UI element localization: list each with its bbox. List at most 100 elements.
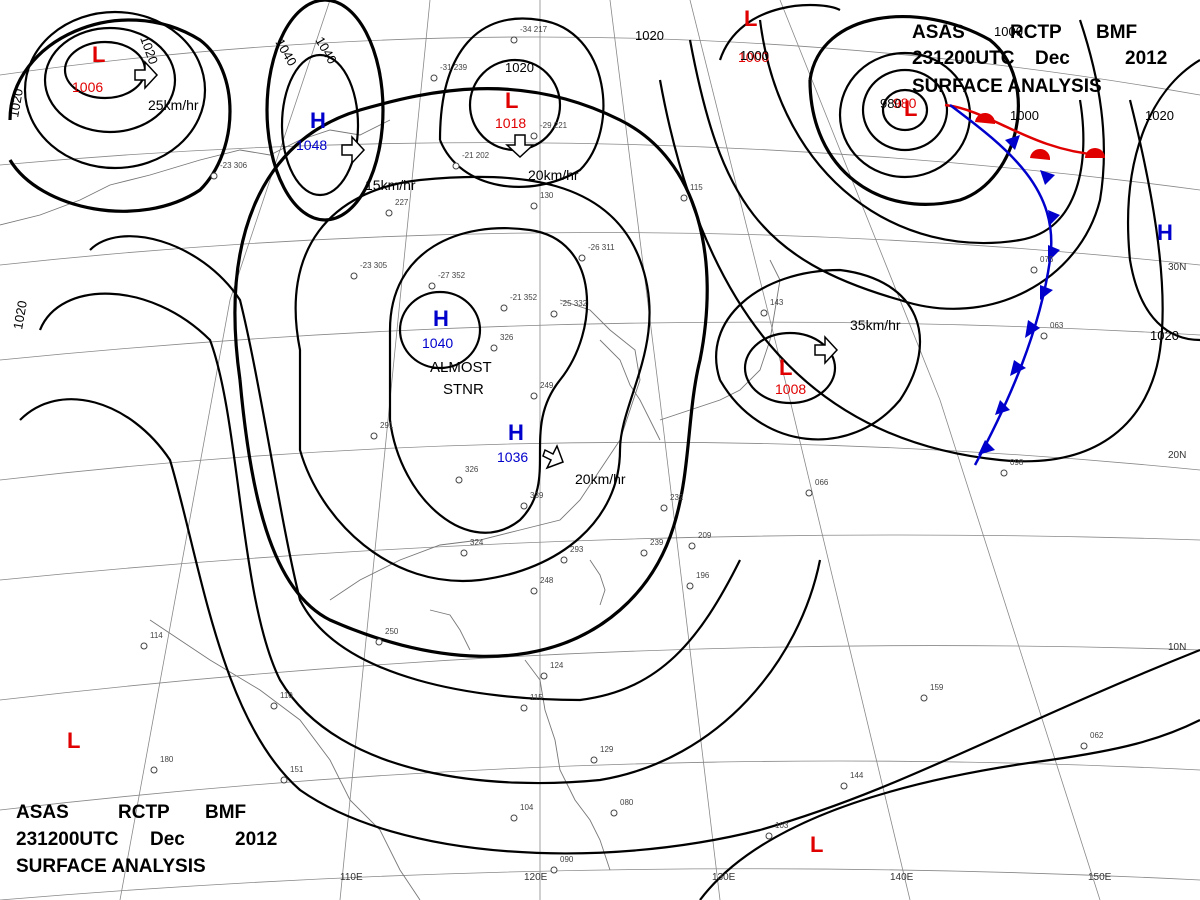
station-value: 196 [696, 571, 710, 580]
station-circle [550, 866, 558, 874]
station-value: 293 [570, 545, 584, 554]
station-circle [140, 642, 148, 650]
header-bottom-word: RCTP [118, 802, 170, 823]
warm-front-bump [1085, 148, 1105, 158]
station-circle [520, 704, 528, 712]
longitude-label: 150E [1088, 872, 1112, 883]
isobar-outer-3 [19, 398, 1200, 855]
station-value: 063 [1050, 321, 1064, 330]
station-value: 076 [1040, 255, 1054, 264]
station-circle [455, 476, 463, 484]
station-circle [460, 549, 468, 557]
station-value: -26 311 [588, 243, 615, 252]
isobar-low4-outer2 [688, 19, 1106, 310]
pressure-center-value: 1048 [296, 137, 327, 153]
station-value: 098 [1010, 458, 1024, 467]
station-value: 144 [850, 771, 864, 780]
station-value: 324 [470, 538, 484, 547]
station-value: 130 [540, 191, 554, 200]
latitude-label: 20N [1168, 450, 1186, 461]
station-circle [510, 814, 518, 822]
header-top-line3: SURFACE ANALYSIS [912, 76, 1102, 97]
station-circle [688, 542, 696, 550]
isobar-value-label: 1000 [1010, 108, 1039, 123]
isobar-low4-1000 [808, 15, 1020, 206]
isobar-high-1020 [233, 87, 709, 658]
station-circle [610, 809, 618, 817]
station-circle [805, 489, 813, 497]
coast-korea [599, 339, 661, 441]
station-value: 326 [465, 465, 479, 474]
station-circle [660, 504, 668, 512]
pressure-center-high-symbol: H [310, 108, 326, 133]
station-circle [840, 782, 848, 790]
isobar-low4-outer [718, 3, 1085, 245]
lon-line-150e [779, 0, 1101, 900]
station-value: 110 [280, 691, 293, 700]
isobar-high1-1040 [265, 0, 385, 222]
station-value: 159 [930, 683, 944, 692]
station-circle [680, 194, 688, 202]
station-circle [590, 756, 598, 764]
isobar-low4-3 [838, 51, 972, 179]
pressure-center-low-symbol: L [779, 355, 792, 380]
header-top-word: Dec [1035, 48, 1070, 69]
lat-line-0 [0, 868, 1200, 900]
station-circle [520, 502, 528, 510]
isobar-low3 [743, 331, 837, 405]
isobar-low4-inner [881, 88, 929, 132]
station-value: -25 332 [560, 299, 588, 308]
station-value: 227 [395, 198, 409, 207]
arrow-icon [505, 134, 535, 159]
pressure-center-value: 1036 [497, 449, 528, 465]
station-circle [560, 556, 568, 564]
station-circle [530, 132, 538, 140]
longitude-label: 120E [524, 872, 548, 883]
header-top-word: 2012 [1125, 48, 1167, 69]
isobar-low1-3 [23, 10, 207, 170]
station-value: 124 [550, 661, 564, 670]
lat-line-5n [0, 760, 1200, 811]
pressure-center-low-symbol: L [810, 832, 823, 857]
fronts [944, 103, 1105, 466]
station-circle [530, 202, 538, 210]
station-circle [500, 304, 508, 312]
arrow-icon [134, 60, 159, 90]
pressure-center-low-symbol: L [505, 88, 518, 113]
station-value: 291 [380, 421, 394, 430]
isobar-value-label: 1020 [6, 87, 26, 118]
lon-line-100e [119, 0, 331, 900]
lat-line-20n [0, 441, 1200, 481]
motion-speed-label: 15km/hr [365, 177, 416, 193]
station-circle [550, 310, 558, 318]
isobar-low2-2 [438, 17, 605, 188]
station-value: 239 [650, 538, 664, 547]
station-value: 066 [815, 478, 829, 487]
station-circle [370, 432, 378, 440]
header-top-word: 231200UTC [912, 48, 1015, 69]
longitude-label: 140E [890, 872, 914, 883]
station-circle [1030, 266, 1038, 274]
warm-front-line [944, 103, 1101, 157]
coast-japan [659, 259, 781, 421]
header-top-word: ASAS [912, 22, 965, 43]
station-circle [350, 272, 358, 280]
pressure-center-high-symbol: H [433, 306, 449, 331]
station-circle [1040, 332, 1048, 340]
station-circle [530, 587, 538, 595]
station-value: 249 [540, 381, 554, 390]
coast-taiwan [589, 559, 606, 606]
station-value: 248 [540, 576, 554, 585]
station-value: 062 [1090, 731, 1104, 740]
lat-line-15n [0, 534, 1200, 581]
station-value: 090 [560, 855, 574, 864]
isobar-value-label: 1000 [994, 24, 1023, 39]
station-value: 103 [775, 821, 789, 830]
station-value: 104 [520, 803, 534, 812]
station-value: 129 [600, 745, 614, 754]
motion-speed-label: 25km/hr [148, 97, 199, 113]
header-bottom-word: 2012 [235, 829, 277, 850]
lon-line-140e [689, 0, 911, 900]
